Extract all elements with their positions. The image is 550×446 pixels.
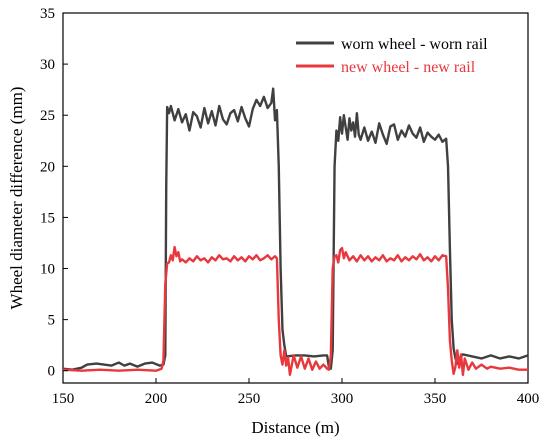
tick-layer: 150 200 250 300 350 400 0 5 10 15 20 25 30 35 [40, 6, 539, 407]
y-tick-label: 30 [40, 57, 55, 73]
x-tick-label: 250 [238, 391, 261, 407]
legend-label-new: new wheel - new rail [341, 59, 476, 76]
y-tick-label: 0 [48, 364, 56, 380]
series-layer [62, 87, 529, 377]
y-tick-label: 5 [48, 313, 56, 329]
plot-frame [62, 12, 529, 384]
x-tick-label: 300 [331, 391, 354, 407]
x-tick-label: 150 [52, 391, 75, 407]
legend-label-worn: worn wheel - worn rail [341, 36, 488, 53]
y-tick-label: 20 [40, 159, 55, 175]
x-axis-title: Distance (m) [251, 418, 339, 437]
y-tick-label: 15 [40, 210, 55, 226]
x-tick-label: 200 [145, 391, 168, 407]
legend: worn wheel - worn rail new wheel - new r… [296, 36, 488, 76]
x-tick-label: 350 [424, 391, 447, 407]
y-axis-title: Wheel diameter difference (mm) [7, 87, 26, 310]
series-line-1 [62, 245, 528, 377]
y-tick-label: 25 [40, 108, 55, 124]
y-tick-label: 10 [40, 262, 55, 278]
x-tick-label: 400 [517, 391, 540, 407]
series-line-0 [62, 87, 529, 371]
y-tick-label: 35 [40, 6, 55, 22]
